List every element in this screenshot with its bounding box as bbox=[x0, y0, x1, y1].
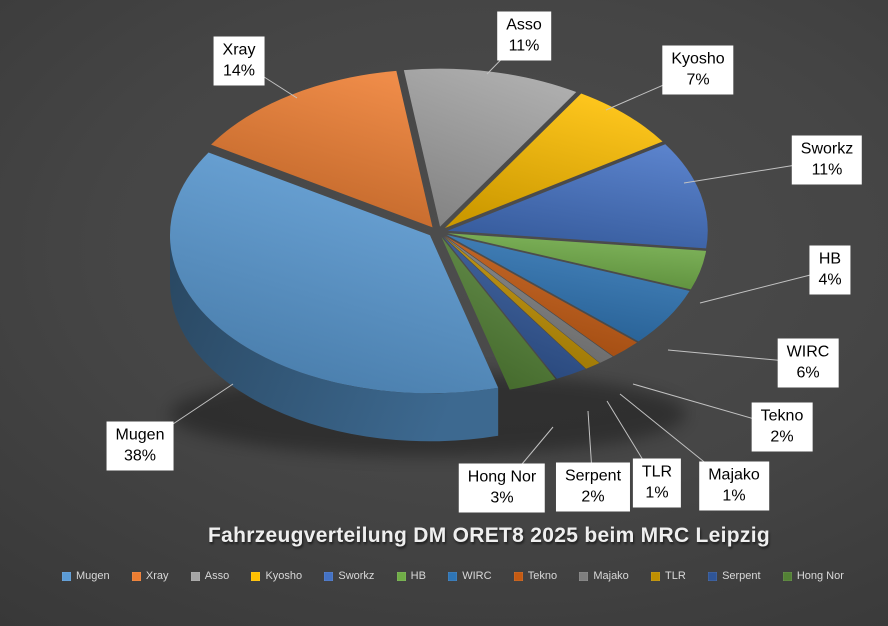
legend-swatch-icon bbox=[396, 571, 406, 581]
pie-slice-hong-nor bbox=[441, 237, 556, 390]
pie-label-value: 2% bbox=[581, 488, 605, 506]
pie-label-name: TLR bbox=[641, 463, 673, 481]
pie-label-value: 7% bbox=[686, 71, 710, 89]
legend-label: Tekno bbox=[527, 570, 558, 582]
legend-label: WIRC bbox=[462, 570, 492, 582]
pie-slice-kyosho bbox=[444, 93, 663, 229]
pie-slice-serpent bbox=[442, 236, 586, 379]
pie-slice-xray bbox=[211, 70, 433, 228]
legend-item-kyosho: Kyosho bbox=[251, 570, 302, 582]
pie-label-kyosho: Kyosho 7% bbox=[662, 45, 734, 95]
pie-slice-sworkz bbox=[447, 144, 708, 249]
legend-label: Serpent bbox=[722, 570, 761, 582]
legend-swatch-icon bbox=[513, 571, 523, 581]
legend-item-asso: Asso bbox=[190, 570, 230, 582]
pie-label-name: Asso bbox=[506, 16, 542, 34]
pie-slice-wirc bbox=[446, 234, 690, 342]
legend-swatch-icon bbox=[251, 571, 261, 581]
legend-label: Xray bbox=[145, 570, 169, 582]
pie-label-tekno: Tekno 2% bbox=[751, 402, 813, 452]
pie-label-value: 4% bbox=[818, 271, 842, 289]
pie-slice-tekno bbox=[444, 235, 637, 357]
pie-label-value: 3% bbox=[490, 489, 514, 507]
legend-swatch-icon bbox=[448, 571, 458, 581]
pie-label-name: Tekno bbox=[760, 407, 804, 425]
leader-line-hb bbox=[699, 269, 831, 304]
pie-label-majako: Majako 1% bbox=[699, 461, 769, 511]
pie-slice-tlr bbox=[443, 236, 600, 369]
pie-label-value: 38% bbox=[123, 447, 157, 465]
legend-label: Asso bbox=[204, 570, 230, 582]
pie-label-value: 11% bbox=[811, 161, 843, 179]
legend-swatch-icon bbox=[708, 571, 718, 581]
pie-label-name: Xray bbox=[222, 41, 256, 59]
legend-item-tlr: TLR bbox=[651, 570, 686, 582]
pie-slice-majako bbox=[444, 236, 613, 363]
legend-item-mugen: Mugen bbox=[62, 570, 110, 582]
legend-swatch-icon bbox=[651, 571, 661, 581]
pie-label-name: Sworkz bbox=[800, 140, 854, 158]
pie-label-name: Hong Nor bbox=[467, 468, 537, 486]
pie-label-mugen: Mugen 38% bbox=[106, 421, 174, 471]
pie-label-sworkz: Sworkz 11% bbox=[791, 135, 863, 185]
pie-label-name: HB bbox=[818, 250, 842, 268]
legend-item-hb: HB bbox=[396, 570, 426, 582]
legend-label: Mugen bbox=[76, 570, 110, 582]
pie-label-value: 11% bbox=[508, 37, 540, 55]
legend-label: Hong Nor bbox=[796, 570, 844, 582]
legend-swatch-icon bbox=[782, 571, 792, 581]
pie-label-hb: HB 4% bbox=[809, 245, 851, 295]
pie-label-hong-nor: Hong Nor 3% bbox=[458, 463, 546, 513]
pie-slice-mugen bbox=[169, 152, 499, 394]
legend-swatch-icon bbox=[190, 571, 200, 581]
legend-item-tekno: Tekno bbox=[513, 570, 558, 582]
pie-label-value: 1% bbox=[645, 484, 669, 502]
pie-label-wirc: WIRC 6% bbox=[777, 338, 839, 388]
pie-label-name: Kyosho bbox=[671, 50, 725, 68]
pie-label-value: 1% bbox=[722, 487, 746, 505]
pie-label-xray: Xray 14% bbox=[213, 36, 265, 86]
pie-slice-hb bbox=[447, 233, 707, 290]
pie-label-name: Serpent bbox=[564, 467, 622, 485]
legend-swatch-icon bbox=[131, 571, 141, 581]
pie-label-value: 14% bbox=[222, 62, 256, 80]
legend-item-sworkz: Sworkz bbox=[324, 570, 374, 582]
pie-label-value: 2% bbox=[770, 428, 794, 446]
legend-swatch-icon bbox=[62, 571, 71, 581]
legend-item-xray: Xray bbox=[131, 570, 169, 582]
pie-label-tlr: TLR 1% bbox=[632, 458, 682, 508]
pie-label-serpent: Serpent 2% bbox=[555, 462, 631, 512]
pie-label-name: Majako bbox=[708, 466, 760, 484]
legend-label: Majako bbox=[593, 570, 629, 582]
pie-slice-mugen-wall bbox=[169, 235, 499, 442]
chart-legend: Mugen Xray Asso Kyosho Sworkz HB WIRC Tekno Maja… bbox=[62, 570, 844, 582]
legend-swatch-icon bbox=[579, 571, 589, 581]
legend-swatch-icon bbox=[324, 571, 334, 581]
legend-item-wirc: WIRC bbox=[448, 570, 492, 582]
chart-title: Fahrzeugverteilung DM ORET8 2025 beim MR… bbox=[208, 524, 770, 547]
pie-label-asso: Asso 11% bbox=[497, 11, 551, 61]
legend-item-majako: Majako bbox=[579, 570, 629, 582]
legend-label: HB bbox=[410, 570, 426, 582]
legend-label: TLR bbox=[665, 570, 686, 582]
pie-label-name: WIRC bbox=[786, 343, 830, 361]
legend-item-hong-nor: Hong Nor bbox=[782, 570, 844, 582]
pie-slice-asso bbox=[403, 68, 577, 227]
legend-item-serpent: Serpent bbox=[708, 570, 761, 582]
legend-label: Kyosho bbox=[265, 570, 303, 582]
pie-label-value: 6% bbox=[796, 364, 820, 382]
legend-label: Sworkz bbox=[338, 570, 375, 582]
pie-label-name: Mugen bbox=[115, 426, 165, 444]
